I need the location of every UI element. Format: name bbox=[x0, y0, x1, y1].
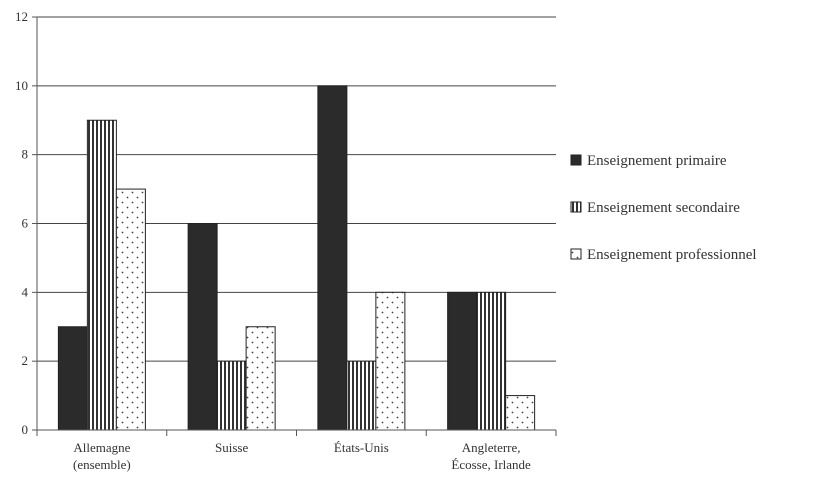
bars bbox=[57, 85, 536, 431]
legend-swatch-vertical-stripes bbox=[570, 201, 582, 213]
x-category-label-line: États-Unis bbox=[334, 440, 389, 455]
bar-solid-dark-2 bbox=[317, 85, 348, 431]
legend-swatch-solid-dark bbox=[570, 154, 582, 166]
legend: Enseignement primaire Enseignement second… bbox=[570, 153, 757, 263]
y-tick-label: 0 bbox=[22, 422, 29, 437]
y-tick-labels: 0 2 4 6 8 10 12 bbox=[15, 9, 37, 437]
bar-solid-dark-1 bbox=[187, 223, 218, 431]
bar-dots-2 bbox=[375, 291, 406, 431]
bar-solid-dark-3 bbox=[447, 291, 478, 431]
x-category-label: Suisse bbox=[215, 440, 248, 455]
y-tick-label: 6 bbox=[22, 216, 29, 231]
bar-vertical-stripes-1 bbox=[216, 360, 247, 431]
x-category-label-line: Suisse bbox=[215, 440, 248, 455]
x-category-label-line: Angleterre, bbox=[462, 440, 521, 455]
y-tick-label: 8 bbox=[22, 147, 29, 162]
legend-swatch-dots bbox=[570, 248, 582, 260]
bar-vertical-stripes-3 bbox=[476, 291, 507, 431]
y-tick-label: 2 bbox=[22, 353, 29, 368]
x-category-label: Allemagne (ensemble) bbox=[73, 440, 131, 472]
x-category-label: États-Unis bbox=[334, 440, 389, 455]
bar-vertical-stripes-2 bbox=[346, 360, 377, 431]
x-category-label-line: Allemagne bbox=[73, 440, 130, 455]
x-category-label-line: Écosse, Irlande bbox=[451, 457, 531, 472]
y-tick-label: 4 bbox=[22, 284, 29, 299]
bar-dots-0 bbox=[115, 188, 146, 431]
x-category-label: Angleterre, Écosse, Irlande bbox=[451, 440, 531, 472]
bar-dots-3 bbox=[505, 395, 536, 431]
bar-dots-1 bbox=[245, 326, 276, 431]
legend-label: Enseignement professionnel bbox=[587, 247, 757, 263]
legend-label: Enseignement secondaire bbox=[587, 200, 740, 216]
x-category-labels: Allemagne (ensemble) Suisse États-Unis Angle… bbox=[73, 440, 531, 472]
legend-label: Enseignement primaire bbox=[587, 153, 727, 169]
bar-vertical-stripes-0 bbox=[86, 119, 117, 431]
y-tick-label: 10 bbox=[15, 78, 28, 93]
bar-solid-dark-0 bbox=[57, 326, 88, 431]
y-tick-label: 12 bbox=[15, 9, 28, 24]
x-category-label-line: (ensemble) bbox=[73, 457, 131, 472]
